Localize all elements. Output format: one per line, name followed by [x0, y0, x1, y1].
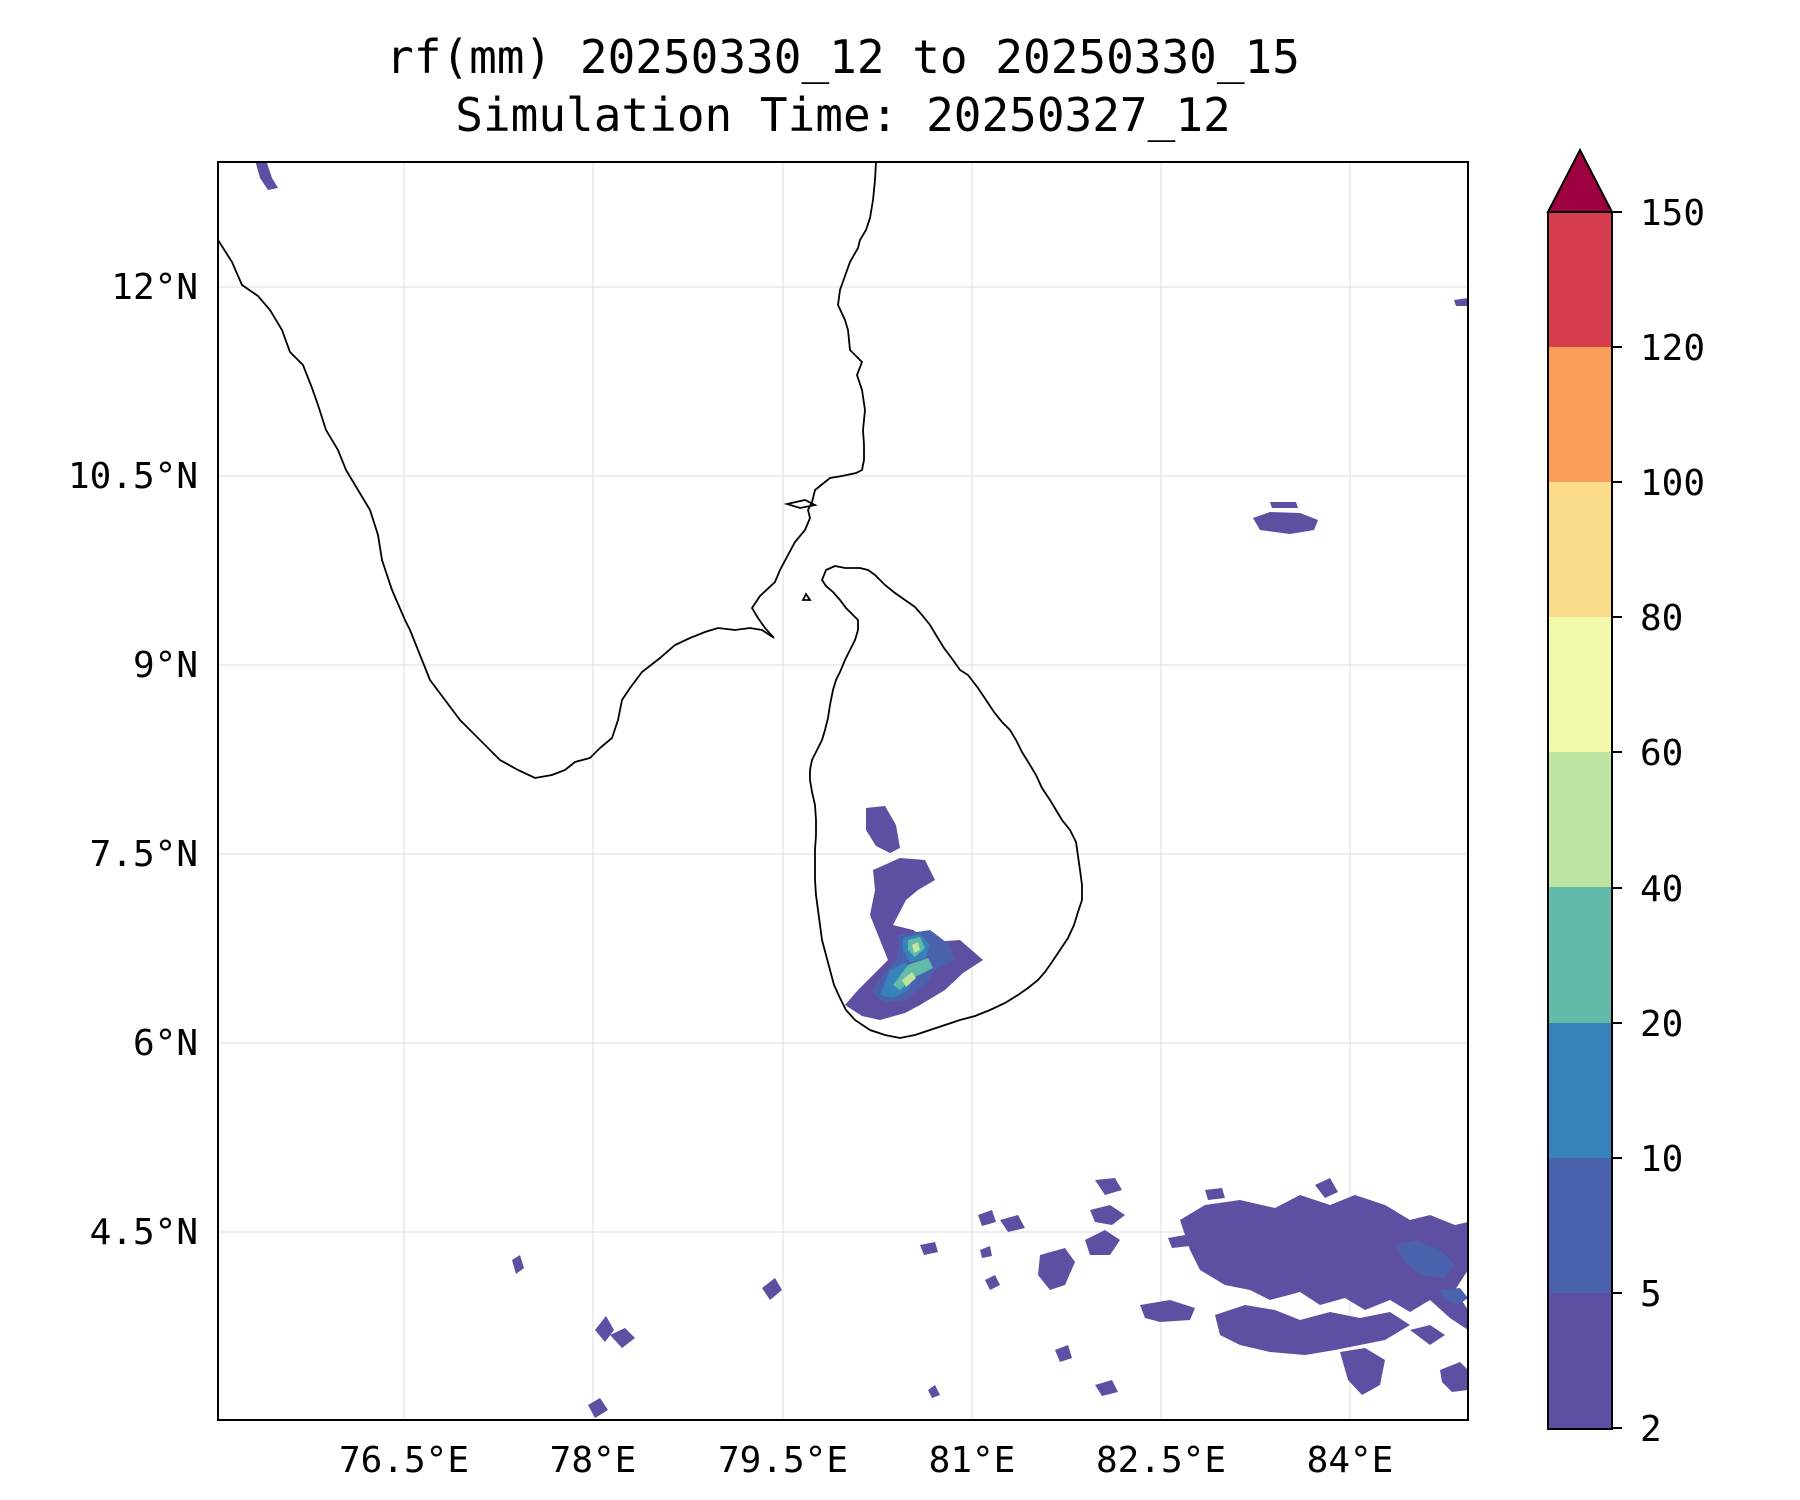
colorbar-segment: [1548, 212, 1612, 347]
lat-tick-label: 4.5°N: [90, 1212, 198, 1253]
rainfall-patch: [920, 1242, 938, 1255]
colorbar-tick-label: 40: [1640, 869, 1683, 910]
rainfall-patch: [1095, 1178, 1122, 1195]
rainfall-patch: [1038, 1248, 1075, 1290]
rainfall-patch: [1270, 502, 1298, 508]
rainfall-patch: [1454, 298, 1468, 306]
lat-tick-label: 6°N: [133, 1023, 198, 1064]
rainfall-patch: [512, 1255, 524, 1274]
lon-tick-label: 76.5°E: [339, 1440, 469, 1481]
rainfall-patch: [1140, 1300, 1195, 1322]
axis-labels: 76.5°E 78°E 79.5°E 81°E 82.5°E 84°E 12°N…: [68, 267, 1393, 1481]
rainfall-patch: [762, 1278, 782, 1300]
rainfall-patch: [1168, 1235, 1190, 1248]
rainfall-patch: [1205, 1188, 1225, 1200]
gridlines: [218, 162, 1468, 1420]
lat-tick-label: 12°N: [111, 267, 198, 308]
rainfall-patch: [1315, 1178, 1338, 1198]
plot-title: rf(mm) 20250330_12 to 20250330_15 Simula…: [218, 28, 1468, 144]
rainfall-patch: [1215, 1305, 1410, 1355]
rainfall-patch: [1410, 1325, 1445, 1345]
lon-tick-label: 84°E: [1307, 1440, 1394, 1481]
colorbar-segment: [1548, 1158, 1612, 1293]
island-outline: [801, 592, 812, 601]
rainfall-patch: [1180, 1195, 1468, 1330]
rainfall-patch: [610, 1328, 635, 1348]
rainfall-patch: [980, 1246, 992, 1258]
colorbar-segment: [1548, 347, 1612, 482]
colorbar-segment: [1548, 617, 1612, 752]
colorbar-tick-label: 150: [1640, 193, 1705, 234]
colorbar-tick-label: 100: [1640, 463, 1705, 504]
colorbar-extend-arrow: [1546, 147, 1614, 213]
colorbar-tick-label: 10: [1640, 1139, 1683, 1180]
rainfall-patch: [255, 162, 278, 190]
rainfall-patch: [866, 806, 900, 853]
rainfall-patch: [1000, 1215, 1025, 1232]
rainfall-patch: [1340, 1348, 1385, 1395]
colorbar-tick-label: 120: [1640, 328, 1705, 369]
india-coastline: [217, 161, 877, 779]
rainfall-contours: [255, 162, 1468, 1418]
island-outline: [783, 499, 818, 509]
rainfall-patch: [1440, 1362, 1468, 1392]
lat-tick-label: 10.5°N: [68, 456, 198, 497]
colorbar: 2 5 10 20 40 60 80 100 120 150: [1546, 147, 1705, 1450]
colorbar-segment: [1548, 887, 1612, 1023]
rainfall-patch: [1055, 1345, 1072, 1362]
lon-tick-label: 81°E: [929, 1440, 1016, 1481]
sri-lanka-coastline: [809, 565, 1083, 1039]
rainfall-patch: [1395, 1240, 1455, 1278]
title-line-2: Simulation Time: 20250327_12: [455, 88, 1231, 142]
colorbar-frame: [1547, 211, 1613, 1430]
colorbar-ticks: [1612, 211, 1622, 1429]
lat-tick-label: 9°N: [133, 645, 198, 686]
rainfall-patch: [912, 942, 920, 953]
colorbar-tick-label: 60: [1640, 733, 1683, 774]
rainfall-patch: [902, 972, 916, 987]
rainfall-patch: [1440, 1288, 1468, 1305]
colorbar-tick-label: 2: [1640, 1409, 1662, 1450]
title-line-1: rf(mm) 20250330_12 to 20250330_15: [386, 30, 1300, 84]
rainfall-patch: [595, 1316, 614, 1342]
rainfall-patch: [928, 1385, 940, 1398]
lat-tick-label: 7.5°N: [90, 834, 198, 875]
rainfall-patch: [1085, 1230, 1120, 1255]
rainfall-patch: [985, 1275, 1000, 1290]
rainfall-patch: [978, 1210, 996, 1226]
colorbar-segment: [1548, 752, 1612, 887]
rainfall-patch: [1090, 1205, 1125, 1225]
lon-tick-label: 79.5°E: [718, 1440, 848, 1481]
colorbar-tick-label: 5: [1640, 1274, 1662, 1315]
colorbar-tick-label: 80: [1640, 598, 1683, 639]
colorbar-tick-label: 20: [1640, 1004, 1683, 1045]
map-frame: [217, 161, 1469, 1421]
rainfall-patch: [588, 1398, 608, 1418]
colorbar-segment: [1548, 1293, 1612, 1429]
rainfall-patch: [1253, 512, 1318, 534]
rainfall-patch: [1095, 1380, 1118, 1396]
colorbar-segment: [1548, 482, 1612, 617]
colorbar-segment: [1548, 1023, 1612, 1158]
coastline: [217, 161, 1083, 1039]
lon-tick-label: 82.5°E: [1096, 1440, 1226, 1481]
lon-tick-label: 78°E: [550, 1440, 637, 1481]
